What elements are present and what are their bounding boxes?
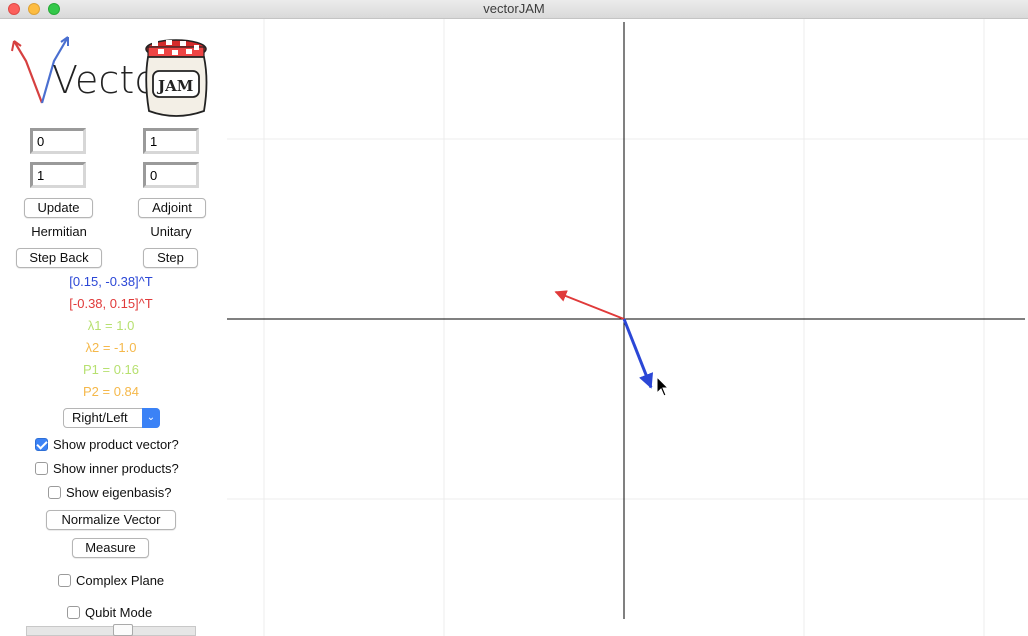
window-title: vectorJAM [483, 1, 545, 16]
vector-readout: [0.15, -0.38]^T [69, 274, 153, 289]
lambda2-readout: λ2 = -1.0 [85, 340, 137, 355]
title-bar: vectorJAM [0, 0, 1028, 19]
matrix-a21-field[interactable] [30, 162, 86, 188]
hermitian-label: Hermitian [31, 224, 87, 239]
step-back-button[interactable]: Step Back [16, 248, 102, 268]
control-panel: Vector JAM Update Adjoint Hermitian Unit… [0, 19, 225, 636]
p1-readout: P1 = 0.16 [82, 362, 140, 377]
vectorjam-logo: Vector JAM [11, 36, 208, 117]
step-button[interactable]: Step [143, 248, 198, 268]
show-eigenbasis-checkbox[interactable]: Show eigenbasis? [48, 485, 172, 500]
complex-plane-label: Complex Plane [76, 573, 165, 588]
jar-label: JAM [156, 77, 193, 95]
lambda1-readout: λ1 = 1.0 [87, 318, 135, 333]
measure-button[interactable]: Measure [72, 538, 149, 558]
slider-thumb[interactable] [113, 624, 133, 636]
show-inner-products-checkbox[interactable]: Show inner products? [35, 461, 179, 476]
p2-readout: P2 = 0.84 [82, 384, 140, 399]
product-vector-readout: [-0.38, 0.15]^T [69, 296, 153, 311]
basis-select[interactable]: Right/Left ⌄ [63, 408, 160, 428]
mouse-pointer-icon [656, 375, 670, 397]
show-inner-products-label: Show inner products? [53, 461, 179, 476]
adjoint-button[interactable]: Adjoint [138, 198, 206, 218]
matrix-a11-field[interactable] [30, 128, 86, 154]
normalize-vector-button[interactable]: Normalize Vector [46, 510, 176, 530]
matrix-a22-field[interactable] [143, 162, 199, 188]
update-button[interactable]: Update [24, 198, 93, 218]
product-vector-arrow[interactable] [554, 290, 625, 320]
complex-plane-checkbox[interactable]: Complex Plane [58, 573, 164, 588]
state-vector-arrow[interactable] [622, 318, 654, 389]
basis-select-value: Right/Left [72, 410, 128, 425]
checkbox-icon[interactable] [58, 574, 71, 587]
checkbox-icon[interactable] [67, 606, 80, 619]
show-product-vector-checkbox[interactable]: Show product vector? [35, 437, 179, 452]
minimize-window-button[interactable] [28, 3, 40, 15]
vector-plot-canvas[interactable] [227, 19, 1028, 636]
zoom-window-button[interactable] [48, 3, 60, 15]
close-window-button[interactable] [8, 3, 20, 15]
checkbox-icon[interactable] [48, 486, 61, 499]
matrix-a12-field[interactable] [143, 128, 199, 154]
qubit-mode-checkbox[interactable]: Qubit Mode [67, 605, 152, 620]
chevron-down-icon[interactable]: ⌄ [142, 408, 160, 428]
qubit-mode-label: Qubit Mode [85, 605, 153, 620]
slider-track[interactable] [26, 626, 196, 636]
unitary-label: Unitary [150, 224, 192, 239]
checkbox-icon[interactable] [35, 462, 48, 475]
show-product-vector-label: Show product vector? [53, 437, 179, 452]
grid-lines [227, 19, 1028, 636]
jam-jar-icon: JAM [145, 39, 208, 117]
checkbox-checked-icon[interactable] [35, 438, 48, 451]
show-eigenbasis-label: Show eigenbasis? [66, 485, 172, 500]
